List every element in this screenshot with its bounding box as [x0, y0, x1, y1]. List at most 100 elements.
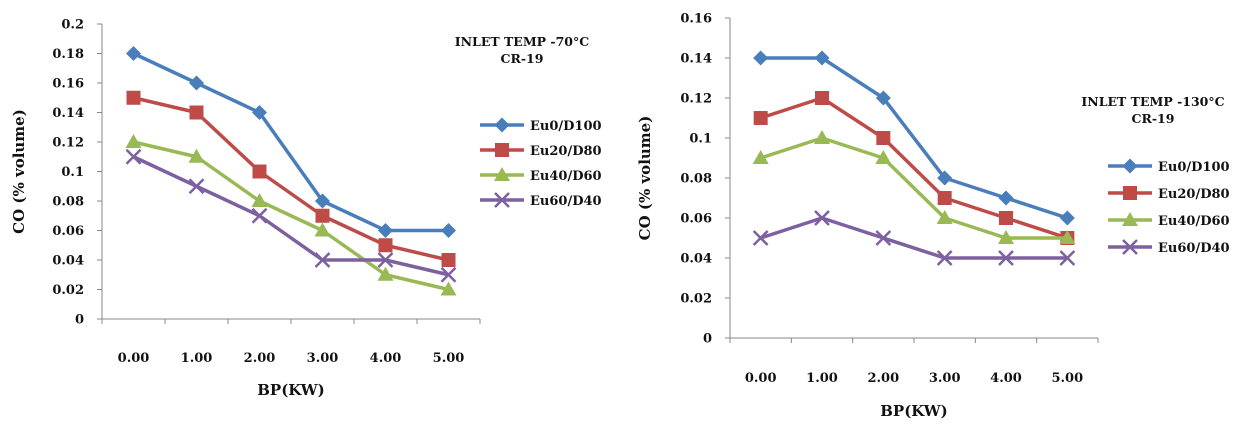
- data-point: [378, 223, 393, 238]
- chart-annotation: CR-19: [501, 51, 544, 66]
- data-point: [252, 164, 267, 179]
- data-point: [998, 250, 1014, 266]
- data-point: [936, 210, 953, 224]
- data-point: [1059, 230, 1076, 244]
- series-line: [760, 136, 1068, 240]
- y-tick-label: 0.2: [61, 18, 84, 33]
- data-point: [440, 281, 457, 296]
- legend-marker: [1122, 158, 1138, 174]
- data-point: [752, 150, 769, 164]
- data-point: [753, 111, 768, 125]
- data-point: [815, 91, 829, 105]
- data-point: [441, 223, 456, 238]
- x-tick-label: 2.00: [867, 371, 899, 386]
- y-tick-label: 0.14: [680, 52, 712, 67]
- legend-label: Eu40/D60: [1158, 214, 1230, 229]
- legend-marker: [1123, 186, 1137, 200]
- data-point: [314, 222, 331, 237]
- series-line: [760, 96, 1068, 240]
- y-tick-label: 0.04: [680, 252, 712, 267]
- data-point: [252, 105, 267, 120]
- data-point: [189, 75, 204, 91]
- legend-label: Eu20/D80: [530, 144, 602, 159]
- data-point: [188, 178, 205, 195]
- y-tick-label: 0.02: [680, 292, 712, 307]
- data-point: [752, 230, 769, 246]
- legend-marker: [1122, 239, 1138, 255]
- y-tick-label: 0.1: [61, 165, 84, 180]
- data-point: [875, 230, 892, 246]
- y-tick-label: 0.14: [52, 106, 84, 121]
- data-point: [188, 148, 205, 163]
- chart-left: 0 0.02 0.04 0.06 0.08 0.1 0.12 0.14 0.16 0.18 0.2 0…: [10, 18, 602, 400]
- y-tick-label: 0.02: [52, 283, 84, 298]
- data-point: [125, 148, 142, 165]
- data-point: [125, 134, 142, 148]
- data-point: [814, 50, 830, 66]
- y-tick-label: 0.06: [52, 224, 84, 239]
- data-point: [441, 253, 456, 267]
- series-line: [133, 140, 449, 292]
- data-point: [875, 150, 892, 164]
- data-point: [937, 191, 952, 205]
- y-tick-label: 0: [75, 313, 84, 328]
- x-axis-title: BP(KW): [257, 381, 325, 399]
- legend-marker: [494, 192, 510, 208]
- x-tick-label: 3.00: [307, 351, 339, 366]
- legend-marker: [494, 117, 510, 133]
- data-point: [126, 90, 141, 105]
- series-line: [760, 56, 1068, 220]
- legend-label: Eu0/D100: [1158, 160, 1230, 175]
- legend-marker: [495, 143, 509, 157]
- y-tick-label: 0.16: [680, 12, 712, 27]
- data-point: [251, 207, 268, 224]
- legend-label: Eu0/D100: [530, 119, 602, 134]
- data-point: [937, 170, 953, 186]
- y-tick-label: 0.12: [680, 92, 712, 107]
- data-point: [377, 266, 394, 281]
- chart-annotation: CR-19: [1132, 111, 1175, 126]
- x-axis-title: BP(KW): [880, 402, 948, 420]
- legend-marker: [1122, 212, 1138, 226]
- data-point: [440, 266, 457, 283]
- data-point: [998, 230, 1014, 244]
- data-point: [998, 190, 1014, 206]
- legend-label: Eu60/D40: [1158, 241, 1230, 256]
- x-tick-label: 4.00: [370, 351, 402, 366]
- data-point: [875, 90, 891, 106]
- data-point: [377, 252, 394, 268]
- data-point: [814, 210, 830, 226]
- series-line: [133, 96, 449, 262]
- series-line: [132, 51, 449, 233]
- x-tick-label: 0.00: [118, 351, 150, 366]
- y-tick-label: 0.06: [680, 212, 712, 227]
- x-tick-label: 5.00: [1051, 371, 1083, 386]
- data-point: [378, 238, 393, 253]
- legend-marker: [494, 167, 510, 181]
- legend-label: Eu20/D80: [1158, 187, 1230, 202]
- x-tick-label: 1.00: [181, 351, 213, 366]
- y-axis-title: CO (% volume): [636, 116, 654, 241]
- y-tick-label: 0.18: [52, 47, 84, 62]
- x-tick-label: 2.00: [244, 351, 276, 366]
- data-point: [876, 131, 891, 145]
- series-line: [132, 155, 449, 277]
- legend-label: Eu60/D40: [530, 194, 602, 209]
- chart-right: 0 0.02 0.04 0.06 0.08 0.1 0.12 0.14 0.16 0.00 1.00…: [636, 12, 1230, 421]
- chart-annotation: INLET TEMP -130°C: [1081, 94, 1224, 109]
- y-tick-label: 0.08: [680, 172, 712, 187]
- y-axis-title: CO (% volume): [10, 109, 28, 234]
- data-point: [1059, 210, 1075, 226]
- y-tick-label: 0: [703, 332, 712, 347]
- y-tick-label: 0.1: [689, 132, 712, 147]
- data-point: [814, 130, 830, 144]
- data-point: [315, 193, 330, 209]
- series-line: [760, 216, 1068, 260]
- chart-annotation: INLET TEMP -70°C: [455, 34, 589, 49]
- data-point: [189, 105, 204, 120]
- y-tick-label: 0.04: [52, 254, 84, 269]
- y-tick-label: 0.16: [52, 77, 84, 92]
- y-tick-label: 0.12: [52, 136, 84, 151]
- x-tick-label: 3.00: [929, 371, 961, 386]
- data-point: [753, 50, 769, 66]
